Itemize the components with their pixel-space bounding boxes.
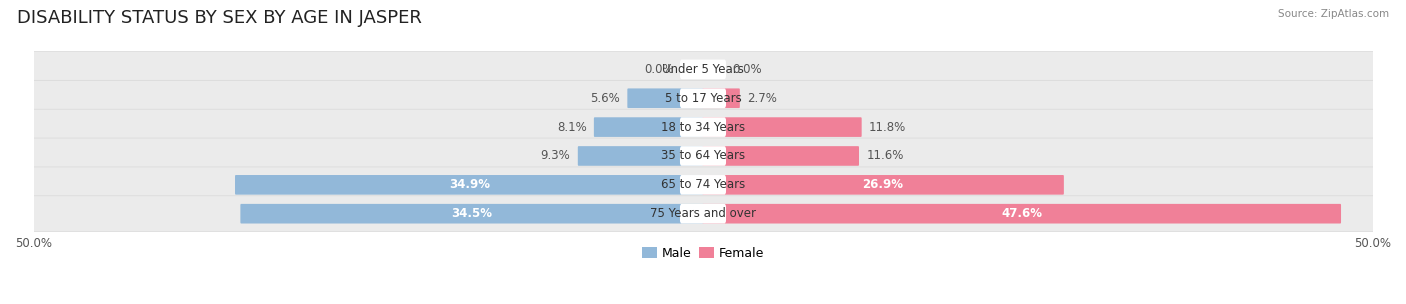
Text: 34.5%: 34.5% [451, 207, 492, 220]
Text: 2.7%: 2.7% [747, 92, 778, 105]
FancyBboxPatch shape [681, 204, 725, 223]
Text: 9.3%: 9.3% [541, 150, 571, 162]
FancyBboxPatch shape [235, 175, 703, 195]
Text: DISABILITY STATUS BY SEX BY AGE IN JASPER: DISABILITY STATUS BY SEX BY AGE IN JASPE… [17, 9, 422, 27]
FancyBboxPatch shape [703, 175, 1064, 195]
FancyBboxPatch shape [627, 88, 703, 108]
FancyBboxPatch shape [240, 204, 703, 223]
Text: 75 Years and over: 75 Years and over [650, 207, 756, 220]
Text: 11.8%: 11.8% [869, 121, 907, 133]
Text: 35 to 64 Years: 35 to 64 Years [661, 150, 745, 162]
Text: 34.9%: 34.9% [449, 178, 489, 191]
Text: Source: ZipAtlas.com: Source: ZipAtlas.com [1278, 9, 1389, 19]
FancyBboxPatch shape [18, 51, 1388, 87]
Text: 0.0%: 0.0% [733, 63, 762, 76]
Text: 47.6%: 47.6% [1001, 207, 1042, 220]
FancyBboxPatch shape [18, 167, 1388, 203]
FancyBboxPatch shape [703, 117, 862, 137]
FancyBboxPatch shape [18, 109, 1388, 145]
FancyBboxPatch shape [703, 88, 740, 108]
Text: 18 to 34 Years: 18 to 34 Years [661, 121, 745, 133]
FancyBboxPatch shape [18, 138, 1388, 174]
FancyBboxPatch shape [18, 80, 1388, 116]
FancyBboxPatch shape [681, 60, 725, 79]
FancyBboxPatch shape [18, 196, 1388, 232]
Text: 65 to 74 Years: 65 to 74 Years [661, 178, 745, 191]
FancyBboxPatch shape [681, 175, 725, 195]
FancyBboxPatch shape [593, 117, 703, 137]
Text: 8.1%: 8.1% [557, 121, 586, 133]
Text: 5.6%: 5.6% [591, 92, 620, 105]
FancyBboxPatch shape [578, 146, 703, 166]
FancyBboxPatch shape [681, 117, 725, 137]
Legend: Male, Female: Male, Female [637, 242, 769, 265]
Text: 26.9%: 26.9% [863, 178, 904, 191]
FancyBboxPatch shape [703, 204, 1341, 223]
FancyBboxPatch shape [703, 146, 859, 166]
Text: 5 to 17 Years: 5 to 17 Years [665, 92, 741, 105]
Text: Under 5 Years: Under 5 Years [662, 63, 744, 76]
FancyBboxPatch shape [681, 88, 725, 108]
Text: 11.6%: 11.6% [866, 150, 904, 162]
Text: 0.0%: 0.0% [644, 63, 673, 76]
FancyBboxPatch shape [681, 146, 725, 166]
